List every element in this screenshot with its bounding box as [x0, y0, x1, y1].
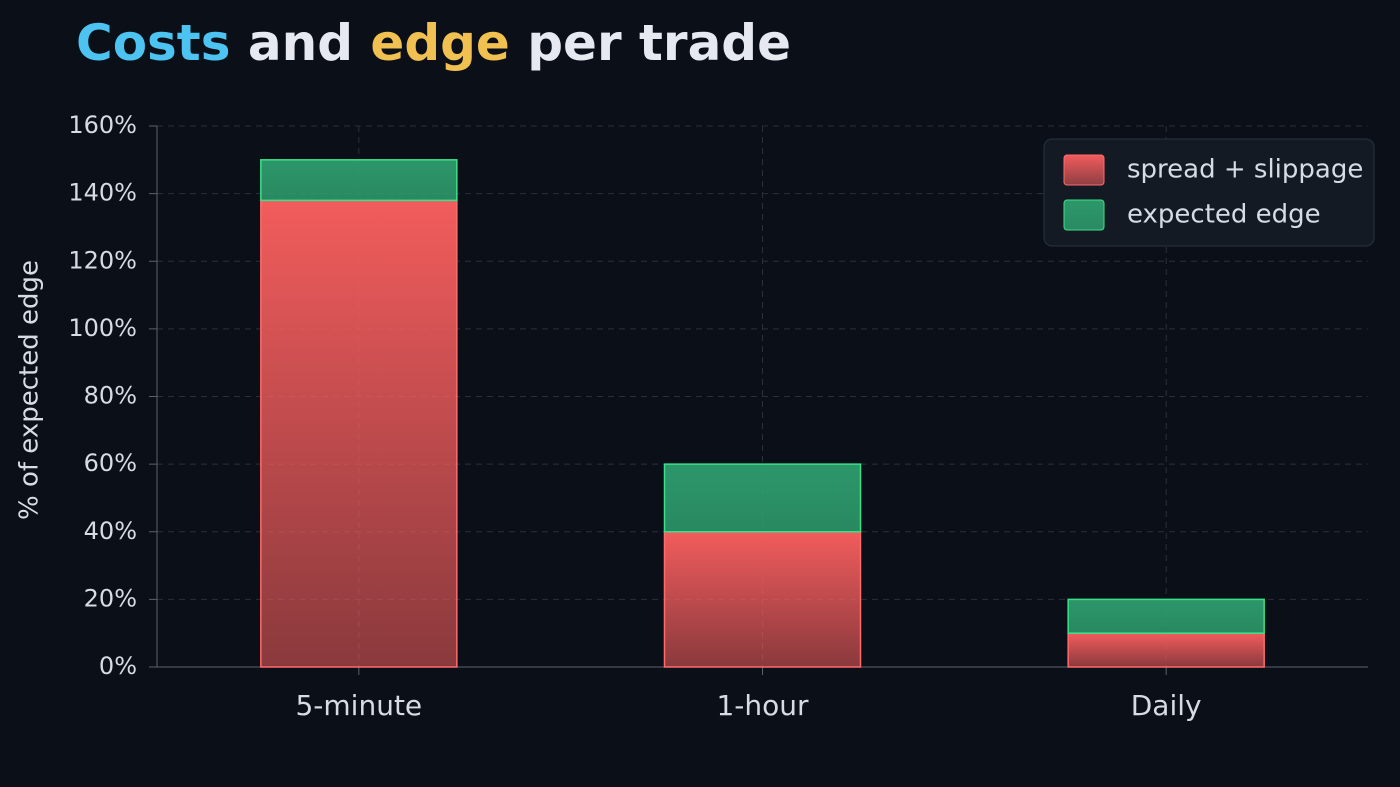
y-tick-label: 160%: [68, 111, 137, 139]
bar-segment: [1067, 598, 1265, 634]
y-tick-label: 0%: [99, 652, 137, 680]
x-tick-label: 1-hour: [716, 689, 809, 722]
legend-box: [1043, 138, 1375, 247]
legend-swatch: [1063, 154, 1105, 186]
title-part: per trade: [510, 14, 791, 72]
x-tick-label: 5-minute: [295, 689, 422, 722]
legend-swatch: [1063, 199, 1105, 231]
bar-segment: [663, 531, 862, 668]
bar-segment: [663, 463, 862, 533]
bar-segment: [1067, 632, 1265, 668]
bar-segment: [260, 159, 458, 202]
title-part: Costs: [76, 14, 230, 72]
legend-label: spread + slippage: [1127, 155, 1363, 185]
y-tick-label: 20%: [84, 584, 137, 612]
y-tick-label: 120%: [68, 246, 137, 274]
legend-label: expected edge: [1127, 200, 1321, 230]
y-tick-label: 100%: [68, 314, 137, 342]
bar-segment: [260, 199, 458, 668]
y-tick-label: 140%: [68, 179, 137, 207]
y-tick-label: 40%: [84, 517, 137, 545]
title-part: edge: [370, 14, 509, 72]
y-axis-label: % of expected edge: [15, 260, 45, 520]
title-part: and: [230, 14, 370, 72]
y-tick-label: 60%: [84, 449, 137, 477]
x-tick-label: Daily: [1131, 689, 1202, 722]
chart-title: Costs and edge per trade: [76, 14, 791, 72]
y-tick-label: 80%: [84, 382, 137, 410]
